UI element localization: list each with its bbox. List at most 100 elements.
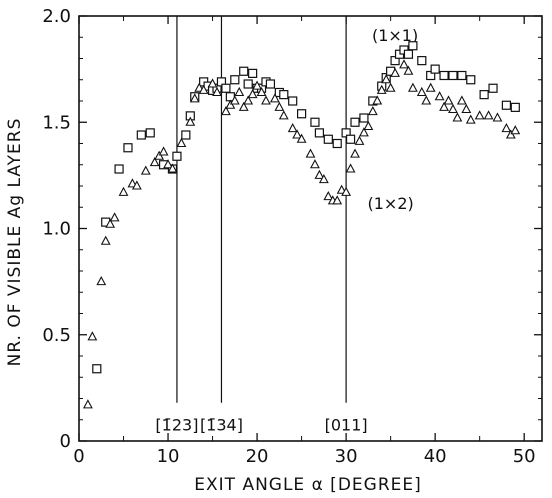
triangle-point <box>220 105 231 116</box>
x-tick-label: 40 <box>424 446 447 467</box>
triangle-point <box>278 110 289 120</box>
triangle-point <box>376 84 387 94</box>
y-tick-label: 2.0 <box>42 6 71 27</box>
y-tick-label: 1.0 <box>42 219 71 240</box>
square-point <box>332 138 342 149</box>
triangle-point <box>118 186 129 196</box>
triangle-point <box>212 86 222 97</box>
square-point <box>439 70 449 81</box>
square-point <box>466 75 476 85</box>
triangle-point <box>367 105 378 116</box>
x-tick-label: 30 <box>335 446 358 467</box>
triangle-point <box>341 186 352 196</box>
triangle-point <box>109 212 120 222</box>
square-point <box>296 109 307 119</box>
triangle-point <box>305 148 316 158</box>
square-point <box>417 56 427 66</box>
triangle-point <box>207 78 218 88</box>
triangle-point <box>185 116 196 126</box>
triangle-point <box>318 173 329 184</box>
triangle-point <box>229 95 240 105</box>
triangle-point <box>82 399 93 409</box>
triangle-point <box>252 80 262 90</box>
square-point <box>239 66 249 76</box>
square-point <box>457 70 467 81</box>
triangle-point <box>96 275 107 286</box>
square-point <box>310 117 320 127</box>
square-point <box>172 151 182 161</box>
triangle-point <box>439 101 449 111</box>
square-point <box>145 128 155 138</box>
triangle-point <box>176 137 187 148</box>
triangle-point <box>350 148 360 158</box>
triangle-point <box>287 122 298 133</box>
triangle-point <box>354 135 365 145</box>
plot-area: 0 10 20 30 40 50 0 0.5 1.0 1.5 2.0 [1̄23] [1̄34] [011… <box>42 6 543 467</box>
triangle-point <box>332 195 343 205</box>
triangle-point <box>163 159 173 169</box>
square-point <box>243 79 253 89</box>
triangle-point <box>474 110 485 120</box>
triangle-point <box>149 156 160 167</box>
triangle-point <box>105 218 116 228</box>
square-point <box>479 90 489 100</box>
triangle-point <box>234 86 245 97</box>
y-tick-label: 0 <box>60 431 71 452</box>
y-axis-label: NR. OF VISIBLE Ag LAYERS <box>5 118 25 367</box>
triangle-point <box>296 133 307 143</box>
square-point <box>501 100 511 110</box>
triangle-point <box>448 103 458 114</box>
triangle-point <box>243 95 254 105</box>
x-tick-label: 50 <box>513 446 536 467</box>
triangle-point <box>390 67 401 77</box>
triangle-point <box>323 190 334 201</box>
square-point <box>448 70 458 81</box>
square-point <box>92 364 102 374</box>
triangle-point <box>198 84 209 94</box>
triangle-point <box>456 95 467 105</box>
triangle-point <box>158 146 169 156</box>
triangle-point <box>434 91 445 101</box>
square-point <box>350 117 360 127</box>
triangle-point <box>407 82 418 92</box>
square-point <box>323 134 333 144</box>
triangle-point <box>465 114 476 124</box>
x-tick-label: 0 <box>73 446 84 467</box>
triangle-point <box>292 129 303 139</box>
square-point <box>265 79 276 89</box>
x-tick-label: 20 <box>246 446 269 467</box>
triangle-point <box>345 163 356 173</box>
direction-label: [1̄34] <box>200 415 243 434</box>
square-point <box>221 83 231 93</box>
square-point <box>430 64 440 74</box>
triangle-point <box>238 101 249 111</box>
phase-label: (1×2) <box>368 194 414 213</box>
phase-label: (1×1) <box>372 26 418 45</box>
triangle-point <box>247 88 258 99</box>
triangle-point <box>310 159 320 169</box>
square-point <box>279 90 289 100</box>
triangle-point <box>100 235 111 245</box>
square-point <box>408 41 418 51</box>
triangle-point <box>443 95 454 105</box>
direction-label: [011] <box>325 415 368 434</box>
square-point <box>359 113 369 123</box>
triangle-point <box>314 169 325 179</box>
triangle-point <box>274 101 285 111</box>
triangle-point <box>87 331 98 341</box>
square-point <box>181 130 191 140</box>
square-point <box>488 83 498 93</box>
triangle-point <box>403 65 414 75</box>
triangle-point <box>359 127 369 137</box>
square-point <box>114 164 124 174</box>
triangle-point <box>189 93 200 103</box>
square-point <box>288 96 298 106</box>
square-point <box>123 143 133 153</box>
triangle-point <box>452 112 463 122</box>
square-point <box>136 130 146 140</box>
triangle-point <box>461 103 472 114</box>
triangle-point <box>167 163 178 173</box>
triangle-point <box>363 120 374 131</box>
triangle-point <box>381 74 392 84</box>
triangle-point <box>372 95 383 105</box>
